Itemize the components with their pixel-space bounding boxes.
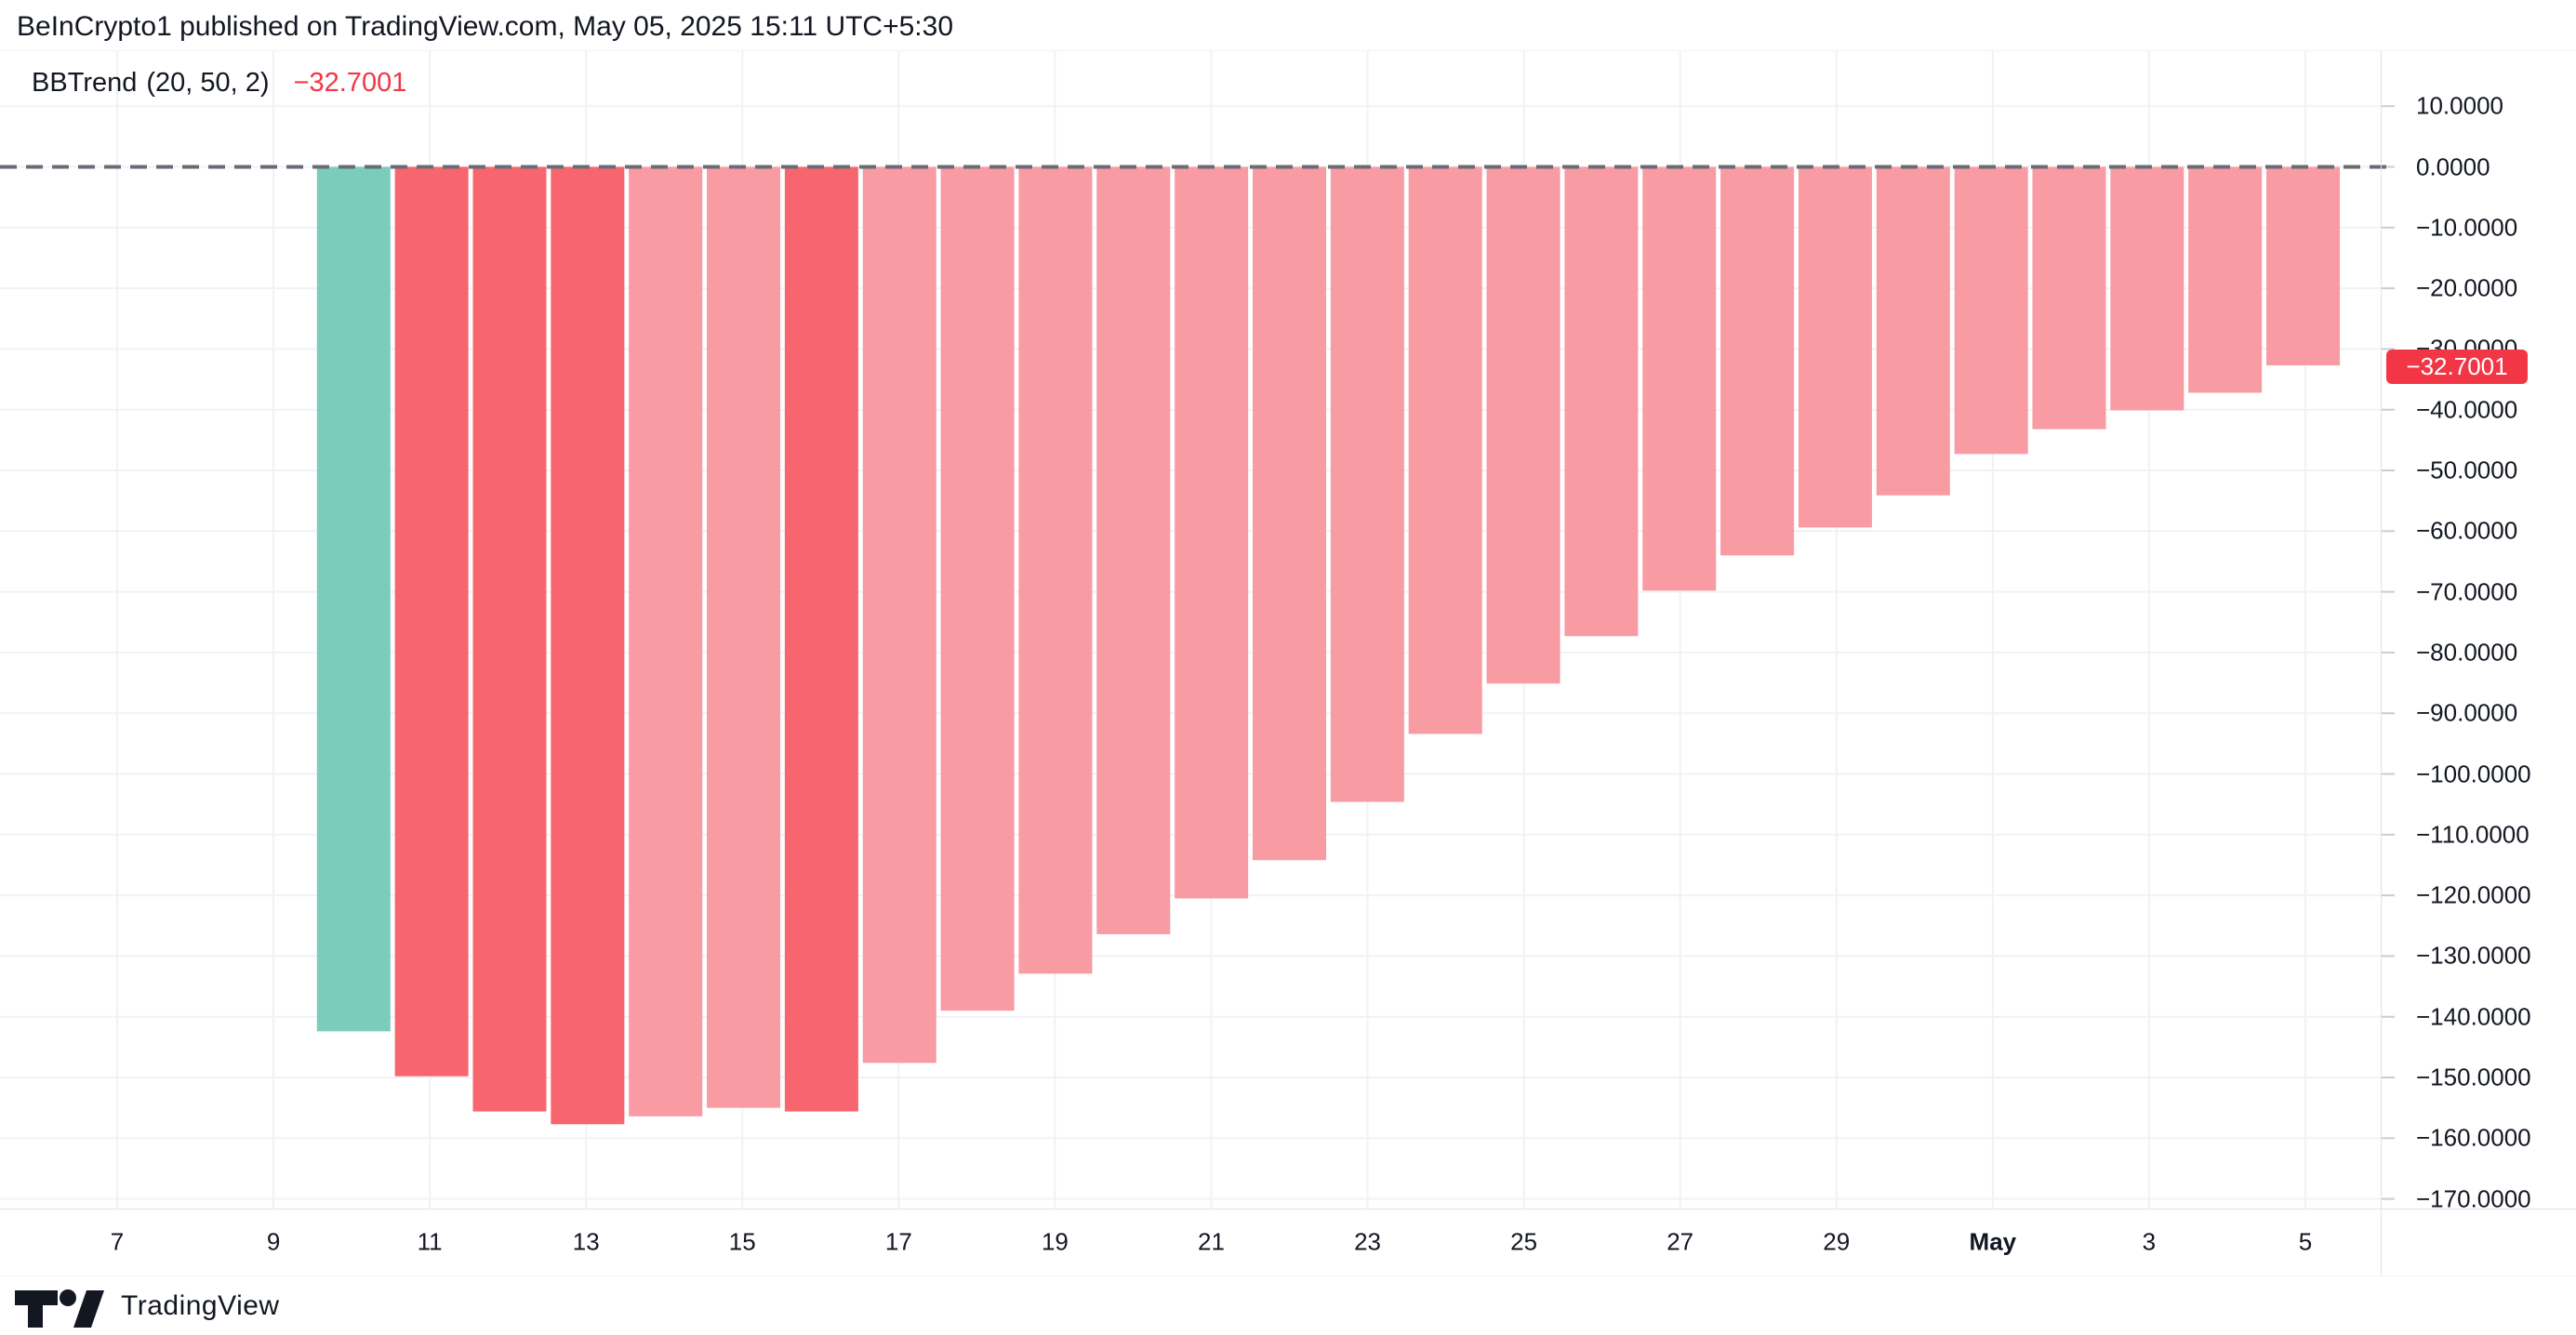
bbtrend-bar-apr-21[interactable] — [1175, 166, 1249, 899]
bbtrend-bar-may-2[interactable] — [2032, 166, 2106, 430]
bbtrend-bar-apr-22[interactable] — [1253, 166, 1326, 861]
x-tick-label: 17 — [884, 1227, 912, 1256]
x-tick-label: 27 — [1666, 1227, 1694, 1256]
x-tick-label: 25 — [1510, 1227, 1538, 1256]
y-tick-label: −140.0000 — [2416, 1002, 2531, 1031]
bbtrend-bar-apr-24[interactable] — [1408, 166, 1482, 734]
bbtrend-bar-may-5[interactable] — [2266, 166, 2341, 366]
header-divider — [0, 50, 2576, 51]
time-scale[interactable] — [0, 1209, 2576, 1276]
y-tick-label: −70.0000 — [2416, 577, 2518, 606]
bbtrend-bar-apr-11[interactable] — [394, 166, 469, 1077]
tradingview-logo-text: TradingView — [121, 1290, 280, 1321]
tradingview-logo[interactable]: TradingView — [15, 1284, 280, 1328]
x-tick-label: 9 — [266, 1227, 281, 1256]
x-tick-label: May — [1969, 1227, 2017, 1256]
y-tick-label: 10.0000 — [2416, 91, 2503, 120]
bbtrend-bar-apr-26[interactable] — [1564, 166, 1639, 637]
bbtrend-bar-apr-30[interactable] — [1876, 166, 1950, 496]
x-tick-label: 15 — [728, 1227, 756, 1256]
y-tick-label: 0.0000 — [2416, 152, 2490, 180]
x-tick-label: 19 — [1041, 1227, 1069, 1256]
bbtrend-bar-apr-23[interactable] — [1330, 166, 1404, 802]
x-tick-label: 5 — [2298, 1227, 2313, 1256]
bbtrend-bar-apr-25[interactable] — [1486, 166, 1560, 684]
indicator-legend[interactable]: BBTrend (20, 50, 2) −32.7001 — [32, 67, 406, 99]
y-tick-label: −80.0000 — [2416, 638, 2518, 667]
bbtrend-bar-apr-16[interactable] — [784, 166, 858, 1112]
bbtrend-bar-apr-10[interactable] — [316, 166, 391, 1032]
bbtrend-bar-apr-28[interactable] — [1720, 166, 1795, 556]
y-tick-label: −150.0000 — [2416, 1063, 2531, 1091]
header-bar: BeInCrypto1 published on TradingView.com… — [0, 0, 2576, 50]
bbtrend-bar-apr-20[interactable] — [1096, 166, 1171, 934]
price-scale-border — [2381, 50, 2382, 1276]
y-tick-label: −10.0000 — [2416, 213, 2518, 242]
bbtrend-bar-apr-27[interactable] — [1642, 166, 1717, 591]
bbtrend-bar-apr-18[interactable] — [940, 166, 1015, 1011]
x-tick-label: 3 — [2142, 1227, 2157, 1256]
last-price-label: −32.7001 — [2386, 350, 2528, 384]
tradingview-logo-icon — [15, 1289, 104, 1328]
y-tick-label: −40.0000 — [2416, 395, 2518, 424]
indicator-value: −32.7001 — [293, 68, 407, 98]
bbtrend-bar-apr-12[interactable] — [472, 166, 547, 1112]
y-tick-label: −50.0000 — [2416, 456, 2518, 484]
y-tick-label: −20.0000 — [2416, 273, 2518, 302]
bbtrend-bar-apr-14[interactable] — [629, 166, 703, 1117]
attribution-text: BeInCrypto1 published on TradingView.com… — [17, 11, 954, 42]
y-tick-label: −110.0000 — [2416, 820, 2530, 849]
x-tick-label: 13 — [572, 1227, 600, 1256]
bbtrend-bar-apr-15[interactable] — [707, 166, 781, 1108]
indicator-name[interactable]: BBTrend — [32, 68, 138, 98]
bbtrend-bar-apr-29[interactable] — [1798, 166, 1872, 528]
x-tick-label: 11 — [417, 1227, 443, 1256]
indicator-params: (20, 50, 2) — [146, 68, 270, 98]
bbtrend-bar-may-1[interactable] — [1954, 166, 2028, 455]
y-tick-label: −170.0000 — [2416, 1184, 2531, 1213]
y-tick-label: −60.0000 — [2416, 516, 2518, 545]
bbtrend-bar-may-3[interactable] — [2110, 166, 2184, 411]
bbtrend-bar-may-4[interactable] — [2188, 166, 2263, 393]
y-tick-label: −160.0000 — [2416, 1123, 2531, 1152]
footer-bar: TradingView — [0, 1276, 2576, 1335]
x-tick-label: 29 — [1823, 1227, 1851, 1256]
x-tick-label: 21 — [1198, 1227, 1225, 1256]
x-tick-label: 23 — [1354, 1227, 1382, 1256]
bbtrend-bar-apr-17[interactable] — [862, 166, 936, 1064]
y-tick-label: −100.0000 — [2416, 760, 2531, 787]
x-tick-label: 7 — [110, 1227, 125, 1256]
bbtrend-bar-apr-19[interactable] — [1018, 166, 1093, 974]
y-tick-label: −120.0000 — [2416, 880, 2531, 909]
bbtrend-bar-apr-13[interactable] — [551, 166, 625, 1125]
y-tick-label: −130.0000 — [2416, 941, 2531, 970]
y-tick-label: −90.0000 — [2416, 698, 2518, 727]
